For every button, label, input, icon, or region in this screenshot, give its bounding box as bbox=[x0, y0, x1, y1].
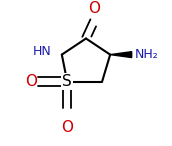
Text: NH₂: NH₂ bbox=[134, 48, 158, 61]
Text: HN: HN bbox=[32, 45, 51, 58]
Text: O: O bbox=[25, 74, 37, 89]
Text: S: S bbox=[62, 74, 72, 89]
Text: O: O bbox=[61, 120, 73, 135]
Text: O: O bbox=[88, 1, 100, 16]
Polygon shape bbox=[110, 52, 132, 58]
